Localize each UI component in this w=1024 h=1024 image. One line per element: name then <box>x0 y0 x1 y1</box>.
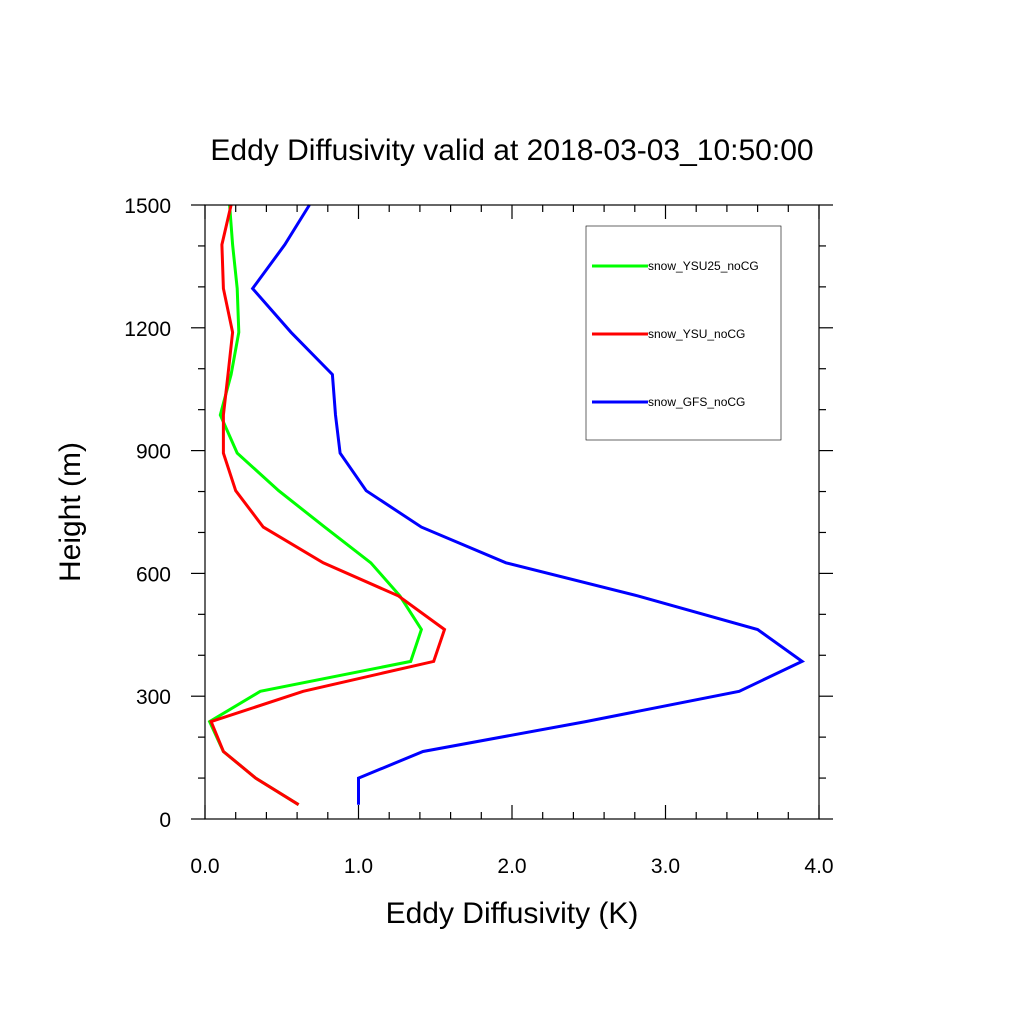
y-tick-label: 0 <box>159 809 171 832</box>
y-tick-label: 600 <box>136 563 171 586</box>
y-tick-label: 1500 <box>124 195 171 218</box>
x-tick-label: 3.0 <box>651 855 680 878</box>
y-axis: 0 300 600 900 1200 1500 <box>124 195 833 832</box>
x-axis: 0.0 1.0 2.0 3.0 4.0 <box>190 205 834 878</box>
legend: snow_YSU25_noCG snow_YSU_noCG snow_GFS_noC… <box>585 225 782 441</box>
y-tick-label: 1200 <box>124 318 171 341</box>
y-axis-title: Height (m) <box>54 442 87 582</box>
y-tick-label: 300 <box>136 686 171 709</box>
x-tick-label: 1.0 <box>344 855 373 878</box>
chart-title: Eddy Diffusivity valid at 2018-03-03_10:… <box>210 134 813 167</box>
legend-label-2: snow_YSU_noCG <box>648 327 745 341</box>
plot-lines <box>207 204 806 806</box>
x-tick-label: 0.0 <box>190 855 219 878</box>
legend-label-1: snow_YSU25_noCG <box>648 259 759 273</box>
y-tick-label: 900 <box>136 441 171 464</box>
x-tick-label: 2.0 <box>497 855 526 878</box>
x-axis-title: Eddy Diffusivity (K) <box>386 897 639 930</box>
series-line-3 <box>250 204 806 805</box>
legend-label-3: snow_GFS_noCG <box>648 395 745 409</box>
series-line-2 <box>209 204 447 806</box>
x-tick-label: 4.0 <box>804 855 833 878</box>
